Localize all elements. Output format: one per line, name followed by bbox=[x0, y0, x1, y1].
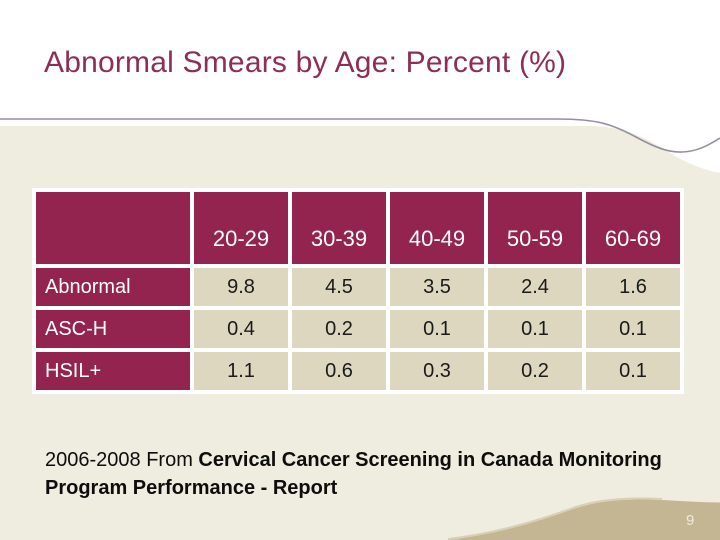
citation-prefix: 2006-2008 From bbox=[45, 449, 199, 471]
cell-asc-h-50-59: 0.1 bbox=[488, 310, 582, 348]
cell-hsil-40-49: 0.3 bbox=[390, 352, 484, 390]
cell-abnormal-30-39: 4.5 bbox=[292, 268, 386, 306]
column-header-60-69: 60-69 bbox=[586, 192, 680, 264]
cell-hsil-60-69: 0.1 bbox=[586, 352, 680, 390]
separator-curve-line bbox=[0, 118, 720, 153]
cell-asc-h-60-69: 0.1 bbox=[586, 310, 680, 348]
table-row-asc-h: ASC-H 0.4 0.2 0.1 0.1 0.1 bbox=[36, 310, 680, 348]
table-row-abnormal: Abnormal 9.8 4.5 3.5 2.4 1.6 bbox=[36, 268, 680, 306]
cell-hsil-20-29: 1.1 bbox=[194, 352, 288, 390]
column-header-20-29: 20-29 bbox=[194, 192, 288, 264]
column-header-30-39: 30-39 bbox=[292, 192, 386, 264]
citation-report-title: Cervical Cancer Screening in Canada Moni… bbox=[45, 449, 662, 499]
cell-abnormal-20-29: 9.8 bbox=[194, 268, 288, 306]
page-number: 9 bbox=[686, 512, 695, 529]
cell-abnormal-60-69: 1.6 bbox=[586, 268, 680, 306]
row-label-abnormal: Abnormal bbox=[36, 268, 190, 306]
cell-asc-h-30-39: 0.2 bbox=[292, 310, 386, 348]
table-corner-cell bbox=[36, 192, 190, 264]
abnormal-smears-table: 20-29 30-39 40-49 50-59 60-69 Abnormal 9… bbox=[32, 188, 684, 394]
cell-hsil-30-39: 0.6 bbox=[292, 352, 386, 390]
bottom-wave-shape bbox=[448, 499, 720, 540]
source-citation: 2006-2008 From Cervical Cancer Screening… bbox=[45, 446, 685, 502]
table-header-row: 20-29 30-39 40-49 50-59 60-69 bbox=[36, 192, 680, 264]
cell-asc-h-40-49: 0.1 bbox=[390, 310, 484, 348]
column-header-50-59: 50-59 bbox=[488, 192, 582, 264]
page-title: Abnormal Smears by Age: Percent (%) bbox=[44, 46, 567, 79]
cell-abnormal-50-59: 2.4 bbox=[488, 268, 582, 306]
cell-abnormal-40-49: 3.5 bbox=[390, 268, 484, 306]
cell-hsil-50-59: 0.2 bbox=[488, 352, 582, 390]
cell-asc-h-20-29: 0.4 bbox=[194, 310, 288, 348]
table-row-hsil: HSIL+ 1.1 0.6 0.3 0.2 0.1 bbox=[36, 352, 680, 390]
row-label-hsil: HSIL+ bbox=[36, 352, 190, 390]
row-label-asc-h: ASC-H bbox=[36, 310, 190, 348]
bottom-wave-highlight bbox=[447, 497, 663, 540]
column-header-40-49: 40-49 bbox=[390, 192, 484, 264]
